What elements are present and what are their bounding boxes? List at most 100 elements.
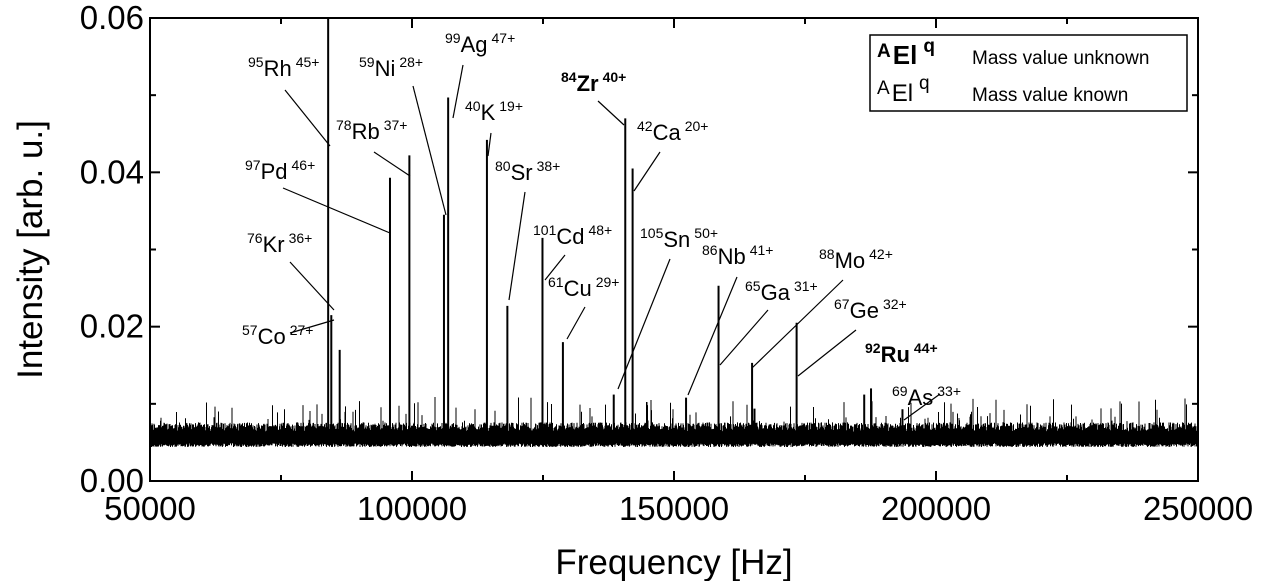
legend-label: Mass value known bbox=[972, 85, 1128, 106]
peak-element: As bbox=[908, 385, 934, 410]
leader-line bbox=[412, 85, 447, 216]
peak-label: 88Mo 42+ bbox=[819, 246, 893, 273]
peak-charge: 28+ bbox=[399, 54, 423, 70]
x-tick-labels: 50000 100000 150000 200000 250000 bbox=[104, 490, 1253, 527]
peak-annotation-mo: 88Mo 42+ bbox=[751, 246, 893, 369]
leader-line bbox=[617, 258, 671, 390]
leader-line bbox=[719, 309, 769, 366]
legend-label: Mass value unknown bbox=[972, 48, 1149, 69]
peak-charge: 42+ bbox=[869, 246, 893, 262]
peak-charge: 44+ bbox=[914, 340, 938, 356]
legend-mass: A bbox=[877, 41, 891, 62]
peak-mass: 86 bbox=[702, 242, 718, 258]
peak-annotation-sr: 80Sr 38+ bbox=[495, 158, 560, 301]
peak-element: Sr bbox=[511, 160, 533, 185]
peak-charge: 50+ bbox=[694, 225, 718, 241]
peak-mass: 84 bbox=[561, 69, 577, 85]
peak-label: 105Sn 50+ bbox=[640, 225, 718, 252]
peak-annotation-ca: 42Ca 20+ bbox=[633, 118, 708, 192]
peak-annotation-ga: 65Ga 31+ bbox=[719, 278, 818, 366]
x-tick-label: 100000 bbox=[357, 490, 467, 527]
leader-line bbox=[797, 329, 857, 377]
peak-mass: 61 bbox=[548, 274, 564, 290]
peak-element: Ca bbox=[653, 120, 682, 145]
peak-mass: 40 bbox=[465, 98, 481, 114]
peak-charge: 32+ bbox=[883, 296, 907, 312]
y-tick-label: 0.06 bbox=[80, 0, 144, 36]
legend-entry: AEl q Mass value known bbox=[877, 73, 1128, 107]
leader-line bbox=[373, 151, 411, 177]
peak-charge: 20+ bbox=[685, 118, 709, 134]
noise-path bbox=[150, 397, 1198, 447]
leader-line bbox=[544, 254, 566, 281]
legend-box bbox=[869, 34, 1188, 112]
peak-label: 99Ag 47+ bbox=[445, 30, 515, 57]
peak-charge: 37+ bbox=[384, 117, 408, 133]
peak-label: 80Sr 38+ bbox=[495, 158, 560, 185]
peak-label: 95Rh 45+ bbox=[248, 54, 319, 81]
peak-annotation-pd: 97Pd 46+ bbox=[245, 157, 391, 234]
peak-label: 57Co27+ bbox=[242, 322, 313, 349]
legend-element: El bbox=[892, 80, 913, 107]
axis-ticks bbox=[149, 17, 1199, 482]
leader-line bbox=[284, 89, 331, 147]
peak-element: Ni bbox=[375, 56, 396, 81]
peak-element: Cd bbox=[556, 224, 584, 249]
peak-element: Kr bbox=[263, 232, 285, 257]
x-tick-label: 250000 bbox=[1143, 490, 1253, 527]
peak-charge: 45+ bbox=[296, 54, 320, 70]
peak-mass: 105 bbox=[640, 225, 664, 241]
peak-annotation-cd: 101Cd 48+ bbox=[533, 222, 612, 281]
leader-line bbox=[903, 393, 941, 421]
legend-entry: AEl q Mass value unknown bbox=[877, 36, 1149, 70]
peak-element: Rb bbox=[352, 119, 380, 144]
peak-label: 67Ge 32+ bbox=[834, 296, 907, 323]
peak-annotation-co: 57Co27+ bbox=[242, 319, 335, 349]
legend-mass: A bbox=[877, 78, 890, 99]
peak-label: 69As 33+ bbox=[892, 383, 961, 410]
peak-mass: 80 bbox=[495, 158, 511, 174]
peak-mass: 92 bbox=[865, 340, 881, 356]
peak-label: 40K 19+ bbox=[465, 98, 523, 125]
leader-line bbox=[452, 64, 464, 119]
peak-element: K bbox=[481, 100, 496, 125]
peak-charge: 47+ bbox=[492, 30, 516, 46]
peak-annotation-rh: 95Rh 45+ bbox=[248, 54, 331, 147]
peak-element: Ge bbox=[850, 298, 879, 323]
peak-annotation-zr: 84Zr 40+ bbox=[561, 69, 627, 126]
peak-label: 86Nb 41+ bbox=[702, 242, 773, 269]
leader-line bbox=[751, 279, 844, 369]
peak-mass: 88 bbox=[819, 246, 835, 262]
peak-element: Pd bbox=[261, 159, 288, 184]
peak-mass: 97 bbox=[245, 157, 261, 173]
peak-label: 101Cd 48+ bbox=[533, 222, 612, 249]
peak-element: Rh bbox=[264, 56, 292, 81]
peak-annotation-kr: 76Kr 36+ bbox=[247, 230, 335, 311]
peak-charge: 33+ bbox=[937, 383, 961, 399]
peak-charge: 38+ bbox=[537, 158, 561, 174]
peak-charge: 29+ bbox=[596, 274, 620, 290]
x-axis-label: Frequency [Hz] bbox=[555, 543, 792, 581]
peak-mass: 69 bbox=[892, 383, 908, 399]
peak-label: 65Ga 31+ bbox=[745, 278, 818, 305]
peak-element: Ru bbox=[881, 342, 910, 367]
peak-lines bbox=[327, 18, 904, 437]
peak-label: 76Kr 36+ bbox=[247, 230, 312, 257]
peak-mass: 76 bbox=[247, 230, 263, 246]
peak-annotation-ag: 99Ag 47+ bbox=[445, 30, 515, 119]
peak-label: 42Ca 20+ bbox=[637, 118, 708, 145]
peak-mass: 67 bbox=[834, 296, 850, 312]
y-axis-label: Intensity [arb. u.] bbox=[11, 120, 50, 379]
peak-annotation-ge: 67Ge 32+ bbox=[797, 296, 907, 377]
peak-charge: 40+ bbox=[603, 69, 627, 85]
x-tick-label: 200000 bbox=[881, 490, 991, 527]
y-tick-label: 0.04 bbox=[80, 153, 144, 190]
peak-annotation-nb: 86Nb 41+ bbox=[687, 242, 773, 396]
leader-line bbox=[597, 100, 625, 126]
peak-element: Zr bbox=[577, 71, 599, 96]
peak-element: Cu bbox=[564, 276, 592, 301]
peak-mass: 65 bbox=[745, 278, 761, 294]
leader-line bbox=[289, 261, 335, 311]
peak-label: 78Rb 37+ bbox=[336, 117, 407, 144]
